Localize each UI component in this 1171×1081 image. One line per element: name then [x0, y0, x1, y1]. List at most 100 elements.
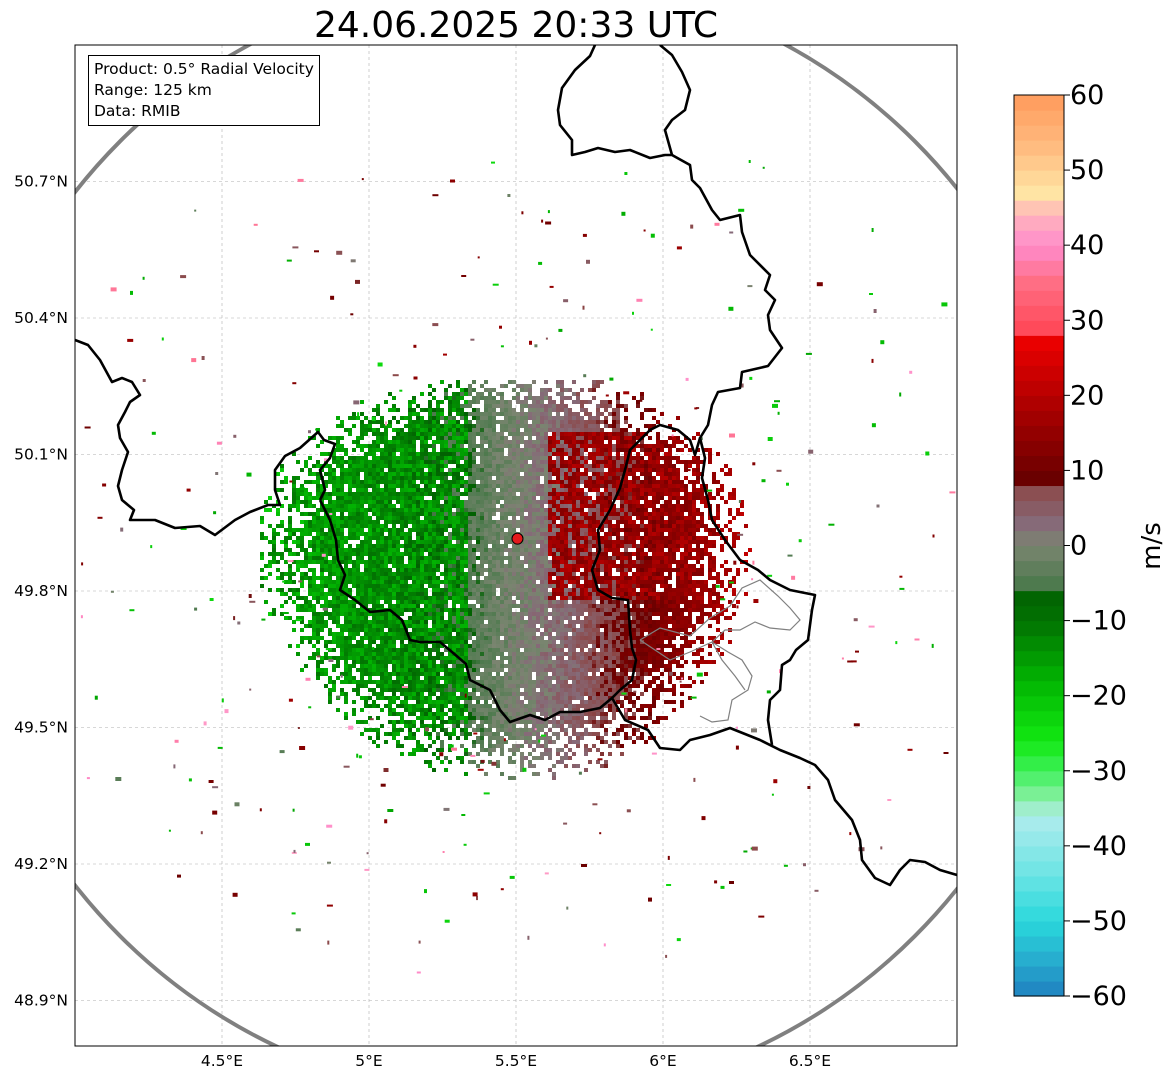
colorbar-swatch [1014, 605, 1064, 622]
colorbar-swatch [1014, 845, 1064, 862]
info-range: Range: 125 km [94, 81, 212, 99]
lat-tick-label: 50.7°N [14, 173, 68, 191]
colorbar-swatch [1014, 620, 1064, 637]
colorbar-swatch [1014, 860, 1064, 877]
colorbar-tick-label: −40 [1070, 831, 1127, 862]
colorbar-frame [1013, 94, 1065, 997]
admin-border-line [639, 579, 801, 643]
lat-tick-label: 49.5°N [14, 719, 68, 737]
radar-site-marker [511, 532, 524, 545]
colorbar-swatch [1014, 350, 1064, 366]
colorbar-swatch [1014, 725, 1064, 742]
colorbar-swatch [1014, 815, 1064, 832]
admin-borders [639, 579, 801, 723]
colorbar-swatch [1014, 410, 1064, 426]
colorbar-swatch [1014, 155, 1064, 171]
colorbar-ticks: 60 50 40 30 20 10 0 −10 −20 −30 −40 −50 −60 [1064, 80, 1127, 1012]
lon-tick-label: 4.5°E [201, 1052, 243, 1070]
colorbar-tick-label: 20 [1070, 380, 1104, 411]
colorbar-swatch [1014, 125, 1064, 141]
colorbar-tick-label: 10 [1070, 455, 1104, 486]
lon-tick-label: 6°E [649, 1052, 676, 1070]
colorbar-swatch [1014, 260, 1064, 276]
lat-tick-label: 50.1°N [14, 446, 68, 464]
colorbar-swatch [1014, 230, 1064, 246]
lon-tick-label: 5°E [355, 1052, 382, 1070]
colorbar-swatch [1014, 185, 1064, 201]
colorbar-swatch [1014, 650, 1064, 667]
colorbar-tick-label: 60 [1070, 80, 1104, 111]
colorbar-swatch [1014, 710, 1064, 727]
colorbar-swatch [1014, 965, 1064, 982]
colorbar-swatch [1014, 575, 1064, 592]
lat-tick-label: 49.2°N [14, 855, 68, 873]
colorbar-swatch [1014, 680, 1064, 697]
colorbar-swatch [1014, 695, 1064, 712]
colorbar-swatch [1014, 665, 1064, 682]
admin-border-line [639, 639, 753, 723]
info-product: Product: 0.5° Radial Velocity [94, 60, 314, 78]
colorbar-swatch [1014, 590, 1064, 607]
colorbar-swatch [1014, 560, 1064, 577]
colorbar-tick-label: −60 [1070, 981, 1127, 1012]
colorbar-tick-label: −30 [1070, 756, 1127, 787]
colorbar-tick-label: −50 [1070, 906, 1127, 937]
colorbar-tick-label: −10 [1070, 606, 1127, 637]
colorbar-swatch [1014, 425, 1064, 441]
colorbar-swatch [1014, 470, 1064, 487]
colorbar-swatch [1014, 140, 1064, 156]
colorbar-swatch [1014, 215, 1064, 231]
colorbar-tick-label: 40 [1070, 230, 1104, 261]
radar-map: 4.5°E 5°E 5.5°E 6°E 6.5°E 48.9°N 49.2°N 49.5°N… [14, 44, 958, 1070]
colorbar-swatch [1014, 635, 1064, 652]
colorbar-swatch [1014, 95, 1064, 111]
latitude-axis: 48.9°N 49.2°N 49.5°N 49.8°N 50.1°N 50.4°N 50.7… [14, 173, 68, 1010]
colorbar-swatch [1014, 800, 1064, 817]
map-frame [74, 44, 958, 1047]
colorbar-swatch [1014, 755, 1064, 772]
colorbar-swatch [1014, 305, 1064, 321]
colorbar-swatch [1014, 500, 1064, 517]
colorbar-swatch [1014, 485, 1064, 502]
lon-tick-label: 6.5°E [789, 1052, 831, 1070]
colorbar-swatch [1014, 200, 1064, 216]
border-luxembourg-germany [698, 437, 817, 746]
info-data-source: Data: RMIB [94, 102, 181, 120]
colorbar-tick-label: 50 [1070, 155, 1104, 186]
lon-tick-label: 5.5°E [495, 1052, 537, 1070]
colorbar-swatch [1014, 740, 1064, 757]
colorbar-swatch [1014, 365, 1064, 381]
colorbar-swatch [1014, 935, 1064, 952]
admin-border-line [711, 641, 746, 691]
lat-tick-label: 49.8°N [14, 582, 68, 600]
border-france-germany-east [610, 697, 957, 887]
lat-tick-label: 48.9°N [14, 992, 68, 1010]
border-north-east [659, 45, 692, 156]
colorbar-swatch [1014, 455, 1064, 472]
colorbar-swatch [1014, 290, 1064, 306]
border-belgium-france-west [318, 45, 784, 724]
colorbar-swatch [1014, 440, 1064, 456]
colorbar-swatch [1014, 380, 1064, 396]
map-title: 24.06.2025 20:33 UTC [313, 5, 719, 46]
radar-echo-field [80, 160, 956, 974]
colorbar-swatch [1014, 245, 1064, 261]
colorbar-swatch [1014, 335, 1064, 351]
colorbar-swatch [1014, 950, 1064, 967]
colorbar-swatch [1014, 905, 1064, 922]
colorbar-swatch [1014, 110, 1064, 126]
country-borders [75, 45, 957, 887]
colorbar-swatch [1014, 980, 1064, 997]
colorbar-swatch [1014, 830, 1064, 847]
colorbar-swatch [1014, 545, 1064, 562]
colorbar-tick-label: 30 [1070, 305, 1104, 336]
colorbar-swatches [1014, 95, 1064, 997]
colorbar-tick-label: −20 [1070, 681, 1127, 712]
lat-tick-label: 50.4°N [14, 309, 68, 327]
border-belgium-france-north [75, 338, 337, 537]
longitude-axis: 4.5°E 5°E 5.5°E 6°E 6.5°E [201, 1052, 831, 1070]
colorbar-tick-label: 0 [1070, 531, 1087, 562]
colorbar-swatch [1014, 875, 1064, 892]
colorbar-swatch [1014, 275, 1064, 291]
colorbar-swatch [1014, 395, 1064, 411]
